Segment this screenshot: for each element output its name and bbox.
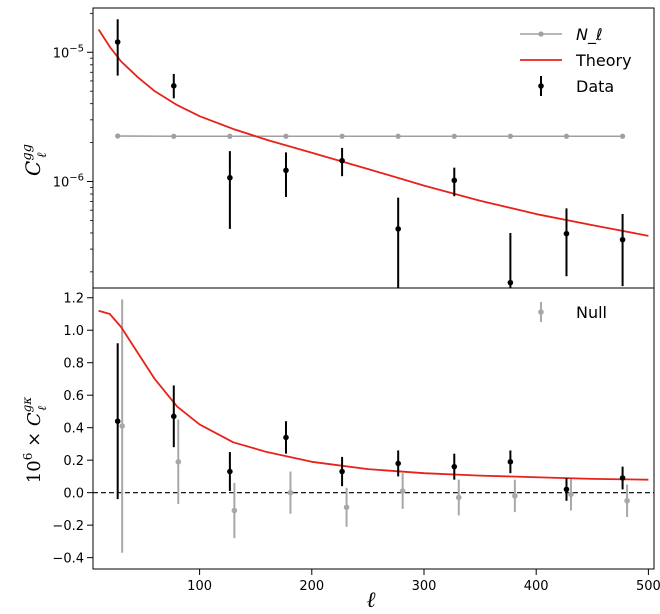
top-panel: 10−6 10−5 N_ℓ Theory Data — [53, 7, 655, 289]
data-point-top — [283, 167, 289, 174]
noise-point — [283, 133, 289, 139]
theory-curve-bottom — [98, 309, 649, 481]
data-point-top — [563, 230, 570, 237]
null-point — [568, 491, 574, 498]
bottom-plot-area — [93, 299, 654, 553]
null-point — [119, 423, 125, 429]
top-legend: N_ℓ Theory Data — [520, 25, 632, 96]
noise-point — [171, 133, 177, 139]
null-point — [231, 507, 238, 514]
data-point-bottom — [507, 458, 514, 465]
data-point-top — [395, 226, 401, 232]
legend-label: Theory — [575, 51, 632, 70]
null-point — [624, 497, 630, 504]
x-tick-label: 500 — [636, 579, 660, 594]
legend-label: Data — [576, 77, 614, 96]
bottom-y-tick-label: 1.0 — [63, 324, 84, 339]
x-axis-label: ℓ — [366, 588, 376, 613]
legend-label: Null — [576, 303, 607, 322]
x-tick-label: 200 — [299, 579, 324, 594]
data-point-bottom — [283, 434, 289, 441]
null-point — [512, 493, 518, 499]
data-point-bottom — [619, 475, 626, 481]
top-plot-area — [97, 19, 649, 288]
bottom-panel: −0.4 −0.2 0.0 0.2 0.4 0.6 0.8 1.0 1.2 100 200 300 40… — [52, 287, 660, 594]
top-y-tick-label: 10−5 — [53, 43, 84, 61]
data-point-bottom — [114, 418, 121, 424]
legend-label: N_ℓ — [576, 25, 603, 45]
data-point-top — [339, 157, 345, 164]
null-point — [343, 504, 350, 511]
data-point-bottom — [339, 468, 345, 475]
null-point — [399, 488, 406, 494]
noise-point — [339, 133, 345, 139]
data-point-top — [619, 236, 626, 243]
theory-curve-top — [97, 29, 649, 237]
bottom-y-tick-label: −0.2 — [52, 519, 84, 534]
noise-point — [563, 133, 570, 139]
legend-null-marker — [538, 309, 544, 315]
null-point — [175, 458, 182, 465]
null-point — [287, 489, 294, 496]
top-ylabel: Cggℓ — [20, 144, 50, 176]
bottom-y-tick-label: 0.8 — [63, 357, 84, 372]
bottom-y-tick-label: 0.6 — [63, 389, 84, 404]
x-tick-label: 300 — [412, 579, 437, 594]
noise-point — [395, 133, 401, 139]
data-point-bottom — [395, 460, 401, 467]
noise-point — [507, 133, 513, 139]
data-point-top — [227, 174, 233, 181]
bottom-y-tick-label: 1.2 — [63, 292, 84, 307]
legend-noise-marker — [538, 31, 544, 37]
bottom-y-tick-label: 0.0 — [63, 487, 84, 502]
noise-point — [115, 133, 121, 139]
bottom-y-tick-label: 0.2 — [63, 454, 84, 469]
top-frame — [92, 7, 655, 289]
data-point-bottom — [170, 413, 177, 420]
x-tick-label: 100 — [187, 579, 212, 594]
bottom-y-tick-label: 0.4 — [63, 422, 84, 437]
bottom-frame — [92, 287, 655, 570]
data-point-top — [170, 83, 177, 89]
data-point-bottom — [227, 468, 233, 475]
top-y-tick-label: 10−6 — [53, 173, 84, 191]
bottom-ylabel: 106 × Cgκℓ — [20, 397, 49, 484]
x-tick-label: 400 — [524, 579, 549, 594]
noise-point — [619, 133, 626, 139]
null-point — [455, 494, 462, 501]
data-point-top — [114, 39, 121, 45]
legend-data-marker — [538, 83, 544, 89]
data-point-top — [451, 177, 458, 184]
noise-point — [227, 133, 233, 139]
noise-point — [451, 133, 457, 139]
data-point-bottom — [451, 463, 458, 470]
data-point-top — [507, 279, 514, 286]
bottom-y-tick-label: −0.4 — [52, 552, 84, 567]
bottom-legend: Null — [538, 302, 607, 322]
data-point-bottom — [563, 486, 570, 493]
